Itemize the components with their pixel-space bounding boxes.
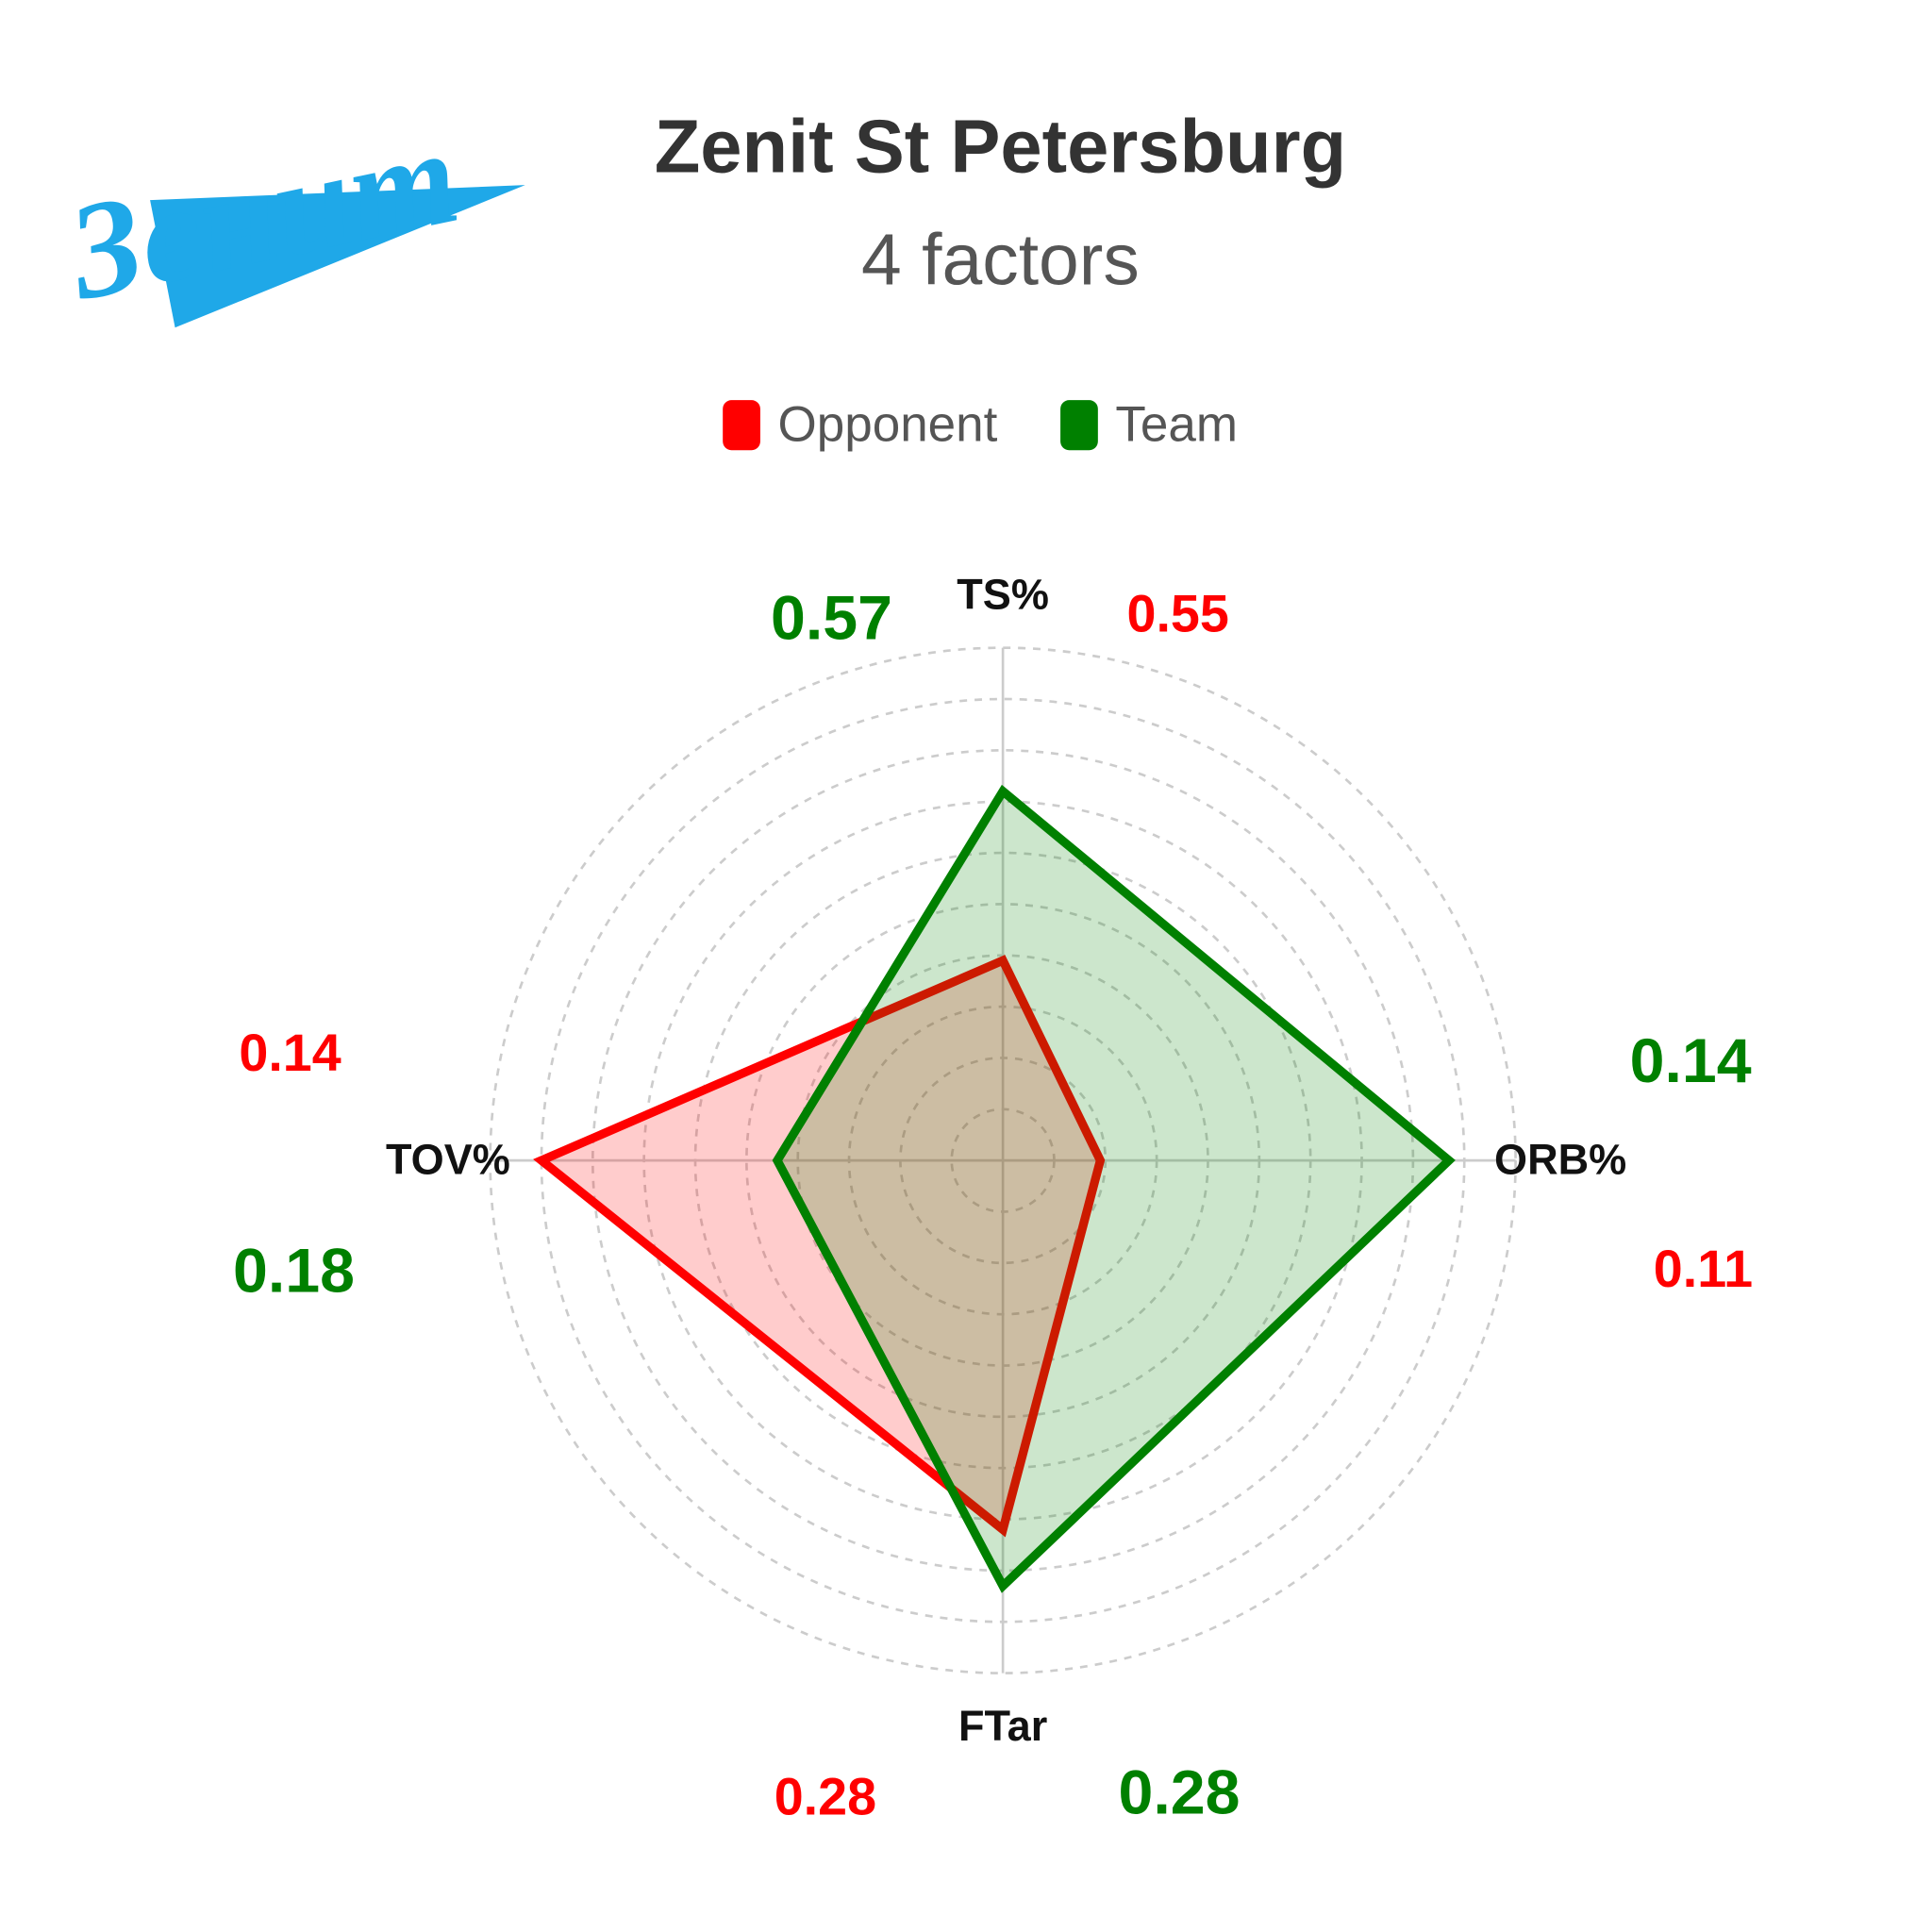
chart-title: Zenit St Petersburg xyxy=(655,105,1346,189)
axis-label: ORB% xyxy=(1494,1136,1626,1184)
series-area xyxy=(772,784,1456,1593)
data-label: 0.55 xyxy=(1127,585,1229,643)
legend-swatch xyxy=(1060,400,1098,451)
data-label: 0.11 xyxy=(1654,1240,1753,1298)
data-label: 0.57 xyxy=(771,584,892,654)
chart-subtitle: 4 factors xyxy=(861,219,1140,300)
logo: Зенит xyxy=(55,98,525,329)
legend-label: Opponent xyxy=(778,396,998,452)
legend-swatch xyxy=(723,400,760,451)
data-label: 0.14 xyxy=(239,1024,341,1082)
axis-label: TOV% xyxy=(386,1136,510,1184)
logo-text: Зенит xyxy=(55,98,471,329)
legend-label: Team xyxy=(1115,396,1238,452)
data-label: 0.28 xyxy=(1119,1757,1241,1827)
axis-label: TS% xyxy=(957,571,1049,619)
axis-label: FTar xyxy=(958,1702,1047,1750)
logo-swoosh xyxy=(150,185,525,328)
data-label: 0.14 xyxy=(1630,1026,1752,1096)
data-label: 0.28 xyxy=(774,1768,876,1826)
data-label: 0.18 xyxy=(233,1237,355,1307)
